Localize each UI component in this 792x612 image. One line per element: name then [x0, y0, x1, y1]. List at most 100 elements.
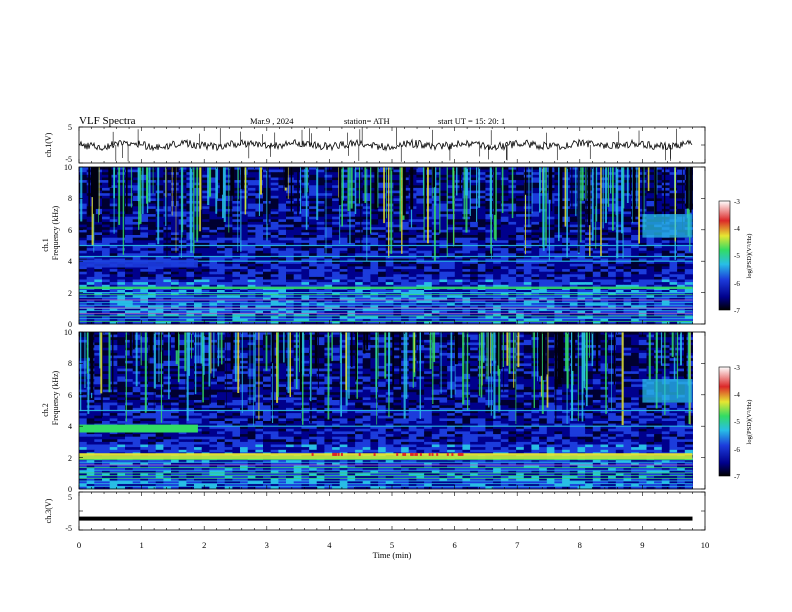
spectrogram-streak — [181, 167, 183, 238]
spectrogram-cell — [178, 300, 187, 304]
spectrogram-cell — [209, 261, 218, 265]
spectrogram-cell — [309, 229, 318, 233]
spectrogram-cell — [201, 182, 210, 186]
spectrogram-cell — [608, 242, 617, 246]
spectrogram-cell — [577, 167, 586, 170]
spectrogram-cell — [109, 274, 118, 278]
spectrogram-cell — [669, 305, 678, 309]
spectrogram-cell — [470, 201, 479, 204]
spectrogram-cell — [278, 253, 287, 257]
spectrogram-cell — [385, 253, 394, 257]
spectrogram-cell — [569, 169, 578, 173]
spectrogram-cell — [224, 303, 233, 307]
spectrogram-cell — [117, 297, 126, 301]
spectrogram-cell — [109, 248, 118, 252]
spectrogram-cell — [539, 297, 548, 301]
spectrogram-cell — [347, 214, 356, 218]
spectrogram-cell — [309, 269, 318, 273]
spectrogram-cell — [263, 276, 272, 280]
spectrogram-cell — [684, 242, 693, 246]
spectrogram-cell — [171, 229, 180, 233]
spectrogram-cell — [171, 303, 180, 307]
spectrogram-cell — [155, 182, 164, 186]
spectrogram-cell — [79, 180, 88, 184]
spectrogram-cell — [79, 235, 88, 238]
spectrogram-cell — [577, 229, 586, 233]
spectrogram-cell — [416, 245, 425, 249]
spectrogram-cell — [516, 242, 525, 246]
spectrogram-cell — [355, 284, 364, 288]
spectrogram-cell — [608, 318, 617, 322]
spectrogram-cell — [577, 321, 586, 325]
spectrogram-cell — [439, 274, 448, 278]
spectrogram-cell — [140, 180, 149, 184]
spectrogram-cell — [194, 269, 203, 273]
spectrogram-cell — [278, 214, 287, 218]
spectrogram-cell — [500, 174, 509, 178]
spectrogram-cell — [232, 169, 241, 173]
spectrogram-cell — [362, 300, 371, 304]
spectrogram-cell — [531, 250, 540, 254]
spectrogram-cell — [385, 261, 394, 265]
spectrogram-cell — [347, 292, 356, 296]
spectrogram-cell — [623, 303, 632, 307]
spectrogram-cell — [332, 214, 341, 218]
spectrogram-cell — [201, 290, 210, 293]
spectrogram-cell — [531, 310, 540, 314]
spectrogram-cell — [355, 316, 364, 320]
spectrogram-cell — [332, 245, 341, 249]
spectrogram-cell — [209, 263, 218, 267]
spectrogram-cell — [562, 282, 571, 286]
spectrogram-cell — [347, 263, 356, 267]
spectrogram-cell — [485, 182, 494, 186]
spectrogram-cell — [316, 235, 325, 238]
spectrogram-cell — [186, 303, 195, 307]
spectrogram-cell — [201, 271, 210, 275]
spectrogram-cell — [477, 261, 486, 265]
spectrogram-cell — [638, 313, 647, 317]
spectrogram-cell — [439, 235, 448, 238]
spectrogram-cell — [516, 211, 525, 215]
spectrogram-cell — [278, 227, 287, 231]
spectrogram-cell — [102, 250, 111, 254]
spectrogram-cell — [125, 300, 134, 304]
spectrogram-cell — [608, 274, 617, 278]
spectrogram-cell — [562, 305, 571, 309]
spectrogram-cell — [385, 313, 394, 317]
spectrogram-cell — [431, 318, 440, 322]
spectrogram-cell — [454, 206, 463, 210]
spectrogram-cell — [278, 256, 287, 259]
spectrogram-cell — [255, 318, 264, 322]
spectrogram-cell — [201, 279, 210, 283]
spectrogram-cell — [592, 276, 601, 280]
spectrogram-cell — [362, 276, 371, 280]
spectrogram-cell — [600, 316, 609, 320]
spectrogram-cell — [654, 237, 663, 241]
spectrogram-cell — [408, 290, 417, 293]
spectrogram-cell — [117, 313, 126, 317]
spectrogram-cell — [462, 290, 471, 293]
spectrogram-cell — [523, 224, 532, 228]
spectrogram-cell — [209, 180, 218, 184]
spectrogram-cell — [125, 276, 134, 280]
spectrogram-cell — [155, 235, 164, 238]
spectrogram-cell — [646, 258, 655, 262]
spectrogram-cell — [546, 276, 555, 280]
spectrogram-cell — [408, 276, 417, 280]
spectrogram-cell — [608, 256, 617, 259]
spectrogram-cell — [454, 242, 463, 246]
spectrogram-cell — [669, 300, 678, 304]
spectrogram-cell — [293, 237, 302, 241]
spectrogram-cell — [631, 232, 640, 236]
spectrogram-cell — [370, 305, 379, 309]
spectrogram-cell — [255, 224, 264, 228]
spectrogram-cell — [378, 190, 387, 194]
spectrogram-cell — [278, 235, 287, 238]
spectrogram-cell — [278, 279, 287, 283]
spectrogram-cell — [232, 227, 241, 231]
spectrogram-cell — [232, 240, 241, 244]
spectrogram-cell — [500, 242, 509, 246]
spectrogram-cell — [194, 300, 203, 304]
spectrogram-cell — [362, 263, 371, 267]
spectrogram-cell — [347, 237, 356, 241]
